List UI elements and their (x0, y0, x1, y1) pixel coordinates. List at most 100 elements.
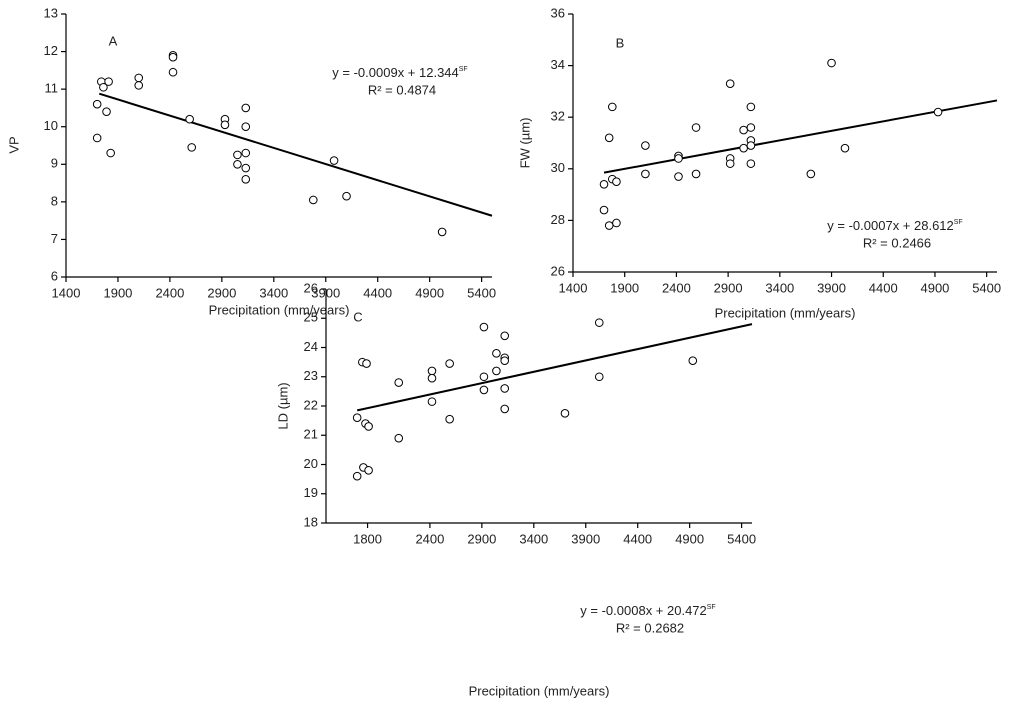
y-tick-label: 22 (304, 397, 318, 412)
x-tick-label: 5400 (972, 280, 1001, 295)
x-tick-label: 5400 (727, 531, 756, 546)
point (500, 404, 510, 414)
point (99, 82, 108, 92)
point (364, 422, 373, 431)
point (168, 67, 178, 77)
y-axis-label: VP (6, 136, 21, 153)
point (134, 81, 144, 90)
point (241, 148, 251, 158)
point (599, 179, 609, 189)
y-tick-label: 11 (45, 81, 59, 96)
point (594, 318, 604, 327)
point (746, 159, 756, 168)
point (725, 79, 735, 88)
y-tick-label: 36 (551, 5, 565, 20)
x-tick-label: 1900 (610, 280, 639, 295)
r-squared: R² = 0.2466 (863, 235, 931, 250)
y-tick-label: 19 (304, 485, 318, 500)
point (233, 150, 242, 160)
point (364, 466, 373, 475)
point (691, 123, 701, 132)
point (427, 366, 437, 376)
point (233, 159, 242, 169)
point (342, 191, 351, 201)
point (604, 221, 614, 230)
x-tick-label: 1900 (103, 285, 132, 300)
y-tick-label: 24 (304, 339, 318, 354)
point (746, 123, 756, 132)
point (168, 52, 178, 62)
point (827, 58, 836, 68)
x-axis-label: Precipitation (mm/years) (469, 683, 610, 698)
x-tick-label: 4400 (363, 285, 392, 300)
point (241, 163, 251, 173)
point (746, 141, 756, 150)
y-tick-label: 32 (551, 109, 565, 124)
point (607, 102, 617, 112)
x-tick-label: 1800 (353, 531, 382, 546)
y-tick-label: 26 (551, 263, 565, 278)
trend-line (603, 99, 998, 174)
point (308, 195, 318, 205)
equation-text: y = -0.0009x + 12.344 (332, 65, 458, 80)
point (688, 356, 698, 365)
point (739, 143, 748, 153)
point (394, 378, 404, 387)
y-tick-label: 23 (304, 368, 318, 383)
point (241, 122, 251, 132)
x-tick-label: 2900 (714, 280, 743, 295)
y-tick-label: 34 (551, 57, 565, 72)
x-tick-label: 4900 (415, 285, 444, 300)
point (806, 169, 816, 179)
panel-label: C (353, 309, 362, 324)
point (492, 366, 501, 376)
x-tick-label: 3400 (765, 280, 794, 295)
point (220, 120, 230, 130)
point (104, 77, 113, 86)
point (641, 169, 650, 179)
point (92, 133, 102, 143)
x-tick-label: 2400 (155, 285, 184, 300)
equation: y = -0.0007x + 28.612SF (827, 218, 962, 233)
y-tick-label: 30 (551, 160, 565, 175)
point (479, 372, 489, 382)
y-tick-label: 6 (51, 268, 58, 283)
x-tick-label: 2400 (415, 531, 444, 546)
point (604, 133, 614, 143)
x-tick-label: 3900 (571, 531, 600, 546)
equation: y = -0.0008x + 20.472SF (580, 603, 715, 618)
x-tick-label: 2900 (467, 531, 496, 546)
point (500, 331, 510, 341)
y-tick-label: 28 (551, 212, 565, 227)
point (241, 103, 251, 113)
point (479, 322, 489, 332)
point (612, 177, 621, 186)
y-tick-label: 13 (44, 5, 58, 20)
point (185, 114, 194, 124)
point (352, 471, 362, 481)
point (674, 172, 683, 181)
point (560, 409, 570, 418)
equation-note: SF (707, 604, 716, 611)
equation: y = -0.0009x + 12.344SF (332, 65, 467, 80)
y-axis-label: FW (µm) (517, 118, 532, 169)
point (500, 384, 510, 393)
point (594, 372, 604, 382)
point (445, 414, 454, 424)
point (725, 159, 735, 168)
point (352, 413, 362, 423)
trend-line (356, 323, 753, 412)
equation-text: y = -0.0007x + 28.612 (827, 218, 953, 233)
point (427, 397, 437, 406)
y-axis-label: LD (µm) (275, 382, 290, 429)
r-squared: R² = 0.4874 (368, 82, 436, 97)
x-tick-label: 2900 (207, 285, 236, 300)
x-tick-label: 4400 (623, 531, 652, 546)
equation-note: SF (459, 66, 468, 73)
equation-text: y = -0.0008x + 20.472 (580, 603, 706, 618)
y-tick-label: 18 (304, 514, 318, 529)
x-axis-label: Precipitation (mm/years) (715, 305, 856, 320)
point (394, 433, 404, 443)
